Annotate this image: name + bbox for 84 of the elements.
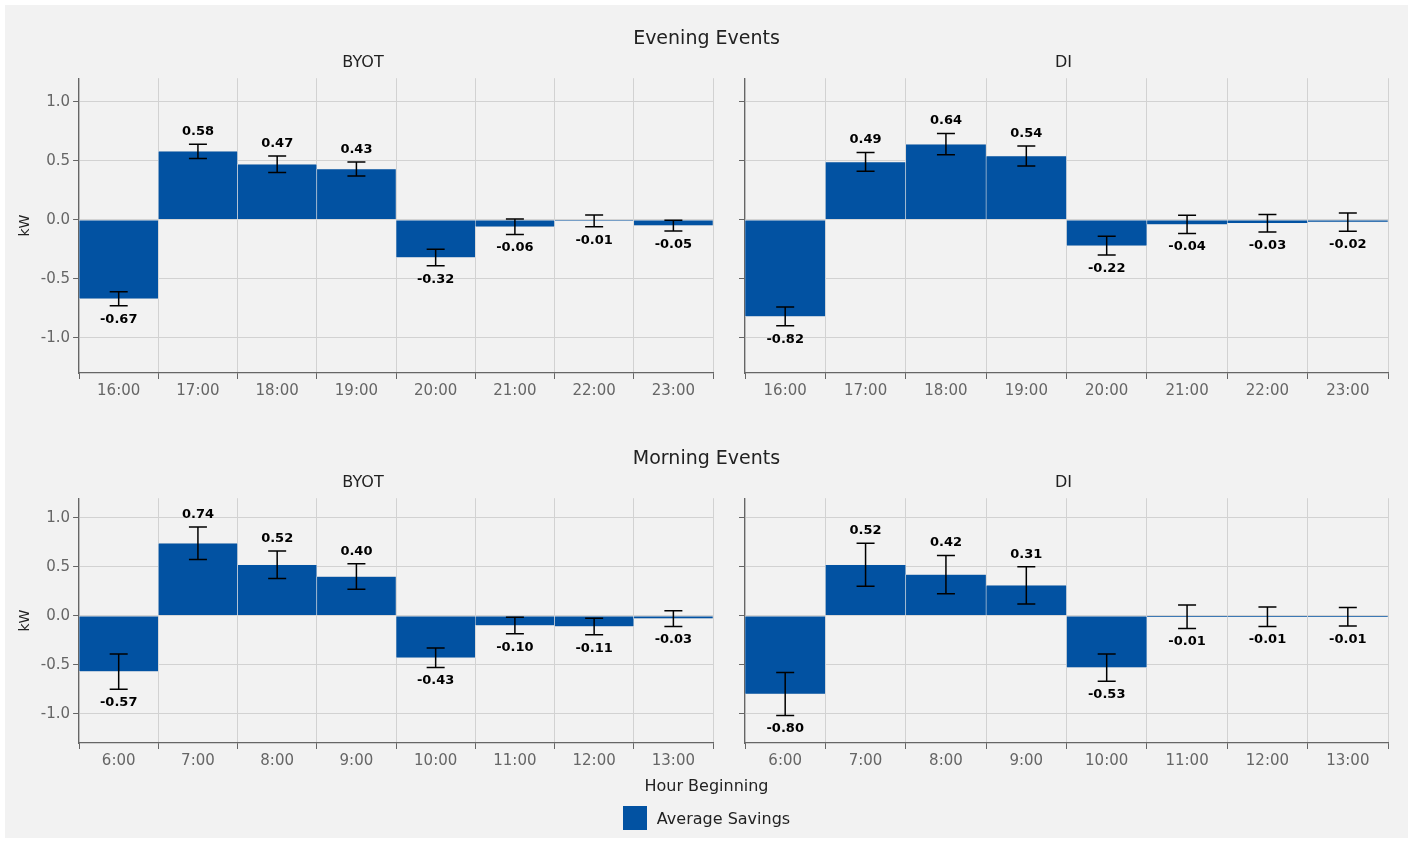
y-tick-label: 1.0 (46, 91, 71, 110)
data-label: 0.43 (340, 140, 373, 156)
data-label: 0.58 (181, 123, 214, 139)
data-label: -0.03 (1248, 236, 1287, 252)
data-label: -0.05 (654, 235, 693, 251)
data-label: 0.54 (1010, 124, 1043, 140)
data-label: 0.64 (929, 112, 962, 128)
data-label: -0.04 (1168, 238, 1206, 254)
x-tick-label: 16:00 (763, 380, 807, 399)
data-label: -0.11 (575, 639, 613, 655)
y-axis-title: kW (16, 609, 33, 632)
y-tick-label: -0.5 (40, 654, 71, 673)
x-tick-label: 11:00 (493, 750, 537, 769)
data-label: 0.74 (181, 505, 214, 521)
x-tick-label: 7:00 (181, 750, 215, 769)
y-tick-label: 1.0 (46, 507, 71, 526)
x-tick-label: 21:00 (493, 380, 537, 399)
x-tick-label: 10:00 (414, 750, 458, 769)
data-label: -0.67 (99, 310, 138, 326)
data-label: 0.52 (261, 529, 294, 545)
data-label: -0.01 (1168, 633, 1206, 649)
x-tick-label: 18:00 (924, 380, 968, 399)
data-label: -0.57 (99, 694, 138, 710)
data-label: -0.01 (1248, 631, 1287, 647)
x-tick-label: 6:00 (768, 750, 803, 769)
chart-title: Evening Events (632, 26, 781, 48)
x-tick-label: 7:00 (848, 750, 883, 769)
x-tick-label: 11:00 (1165, 750, 1209, 769)
x-tick-label: 22:00 (572, 380, 616, 399)
chart-title: Morning Events (631, 446, 782, 468)
data-label: -0.06 (496, 239, 534, 255)
y-tick-label: -0.5 (40, 268, 71, 287)
data-label: 0.47 (261, 134, 294, 150)
x-tick-label: 23:00 (651, 380, 695, 399)
legend-label: Average Savings (656, 808, 791, 828)
y-tick-label: 0.5 (46, 556, 71, 575)
chart-subtitle: DI (1054, 471, 1073, 491)
data-label: 0.42 (929, 534, 962, 550)
data-label: -0.10 (496, 638, 534, 654)
x-axis-title: Hour Beginning (643, 776, 770, 795)
data-label: -0.02 (1329, 236, 1367, 252)
x-tick-label: 13:00 (651, 750, 695, 769)
x-tick-label: 8:00 (260, 750, 295, 769)
x-tick-label: 12:00 (1245, 750, 1290, 769)
data-label: -0.80 (766, 720, 804, 736)
x-tick-label: 10:00 (1085, 750, 1129, 769)
x-tick-label: 23:00 (1326, 380, 1370, 399)
x-tick-label: 8:00 (929, 750, 963, 769)
data-label: 0.49 (849, 131, 882, 147)
x-tick-label: 19:00 (334, 380, 379, 399)
data-label: -0.03 (654, 631, 693, 647)
y-tick-label: -1.0 (40, 703, 71, 722)
x-tick-label: 9:00 (1009, 750, 1044, 769)
y-tick-label: 0.0 (46, 605, 71, 624)
x-tick-label: 17:00 (176, 380, 220, 399)
data-label: 0.52 (849, 522, 882, 538)
data-label: -0.32 (416, 270, 455, 286)
x-tick-label: 13:00 (1326, 750, 1370, 769)
data-label: 0.40 (340, 542, 373, 558)
x-tick-label: 22:00 (1245, 380, 1290, 399)
y-tick-label: 0.5 (46, 150, 71, 169)
data-label: -0.01 (575, 231, 613, 247)
y-axis-title: kW (16, 214, 33, 237)
x-tick-label: 9:00 (339, 750, 374, 769)
chart-subtitle: DI (1054, 51, 1073, 71)
y-tick-label: 0.0 (46, 209, 71, 228)
data-label: -0.01 (1329, 630, 1367, 646)
chart-subtitle: BYOT (342, 51, 384, 71)
x-tick-label: 6:00 (101, 750, 136, 769)
x-tick-label: 20:00 (1085, 380, 1129, 399)
data-label: -0.82 (766, 330, 804, 346)
data-label: -0.22 (1087, 259, 1126, 275)
chart-subtitle: BYOT (342, 471, 384, 491)
x-tick-label: 17:00 (843, 380, 888, 399)
x-tick-label: 18:00 (255, 380, 299, 399)
x-tick-label: 12:00 (572, 750, 616, 769)
data-label: -0.43 (416, 672, 455, 688)
data-label: -0.53 (1087, 686, 1126, 702)
x-tick-label: 21:00 (1165, 380, 1209, 399)
y-tick-label: -1.0 (40, 327, 71, 346)
x-tick-label: 16:00 (97, 380, 141, 399)
x-tick-label: 20:00 (414, 380, 458, 399)
data-label: 0.31 (1010, 545, 1043, 561)
x-tick-label: 19:00 (1004, 380, 1048, 399)
